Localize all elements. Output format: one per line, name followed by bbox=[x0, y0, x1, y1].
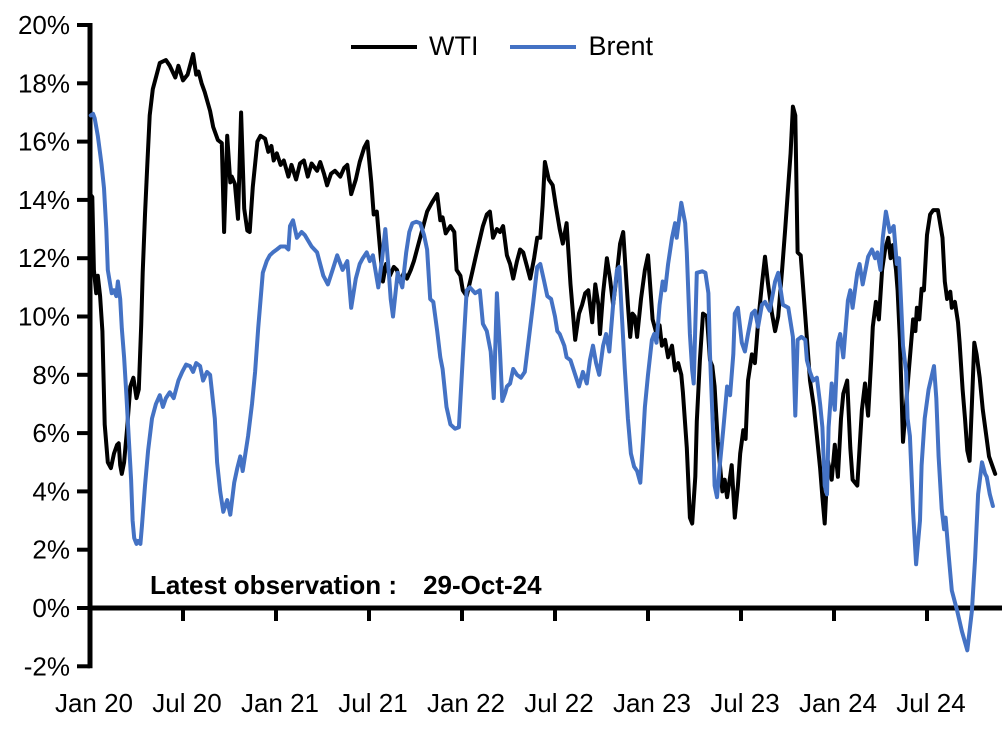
brent-line-swatch bbox=[510, 44, 577, 49]
x-tick-label: Jul 20 bbox=[152, 688, 221, 718]
legend-label-wti: WTI bbox=[428, 31, 479, 61]
y-tick-label: 8% bbox=[32, 360, 70, 390]
legend-item-wti: WTI bbox=[350, 31, 479, 61]
y-tick-label: 18% bbox=[18, 68, 70, 98]
wti-line bbox=[88, 52, 998, 526]
x-tick-label: Jan 23 bbox=[613, 688, 691, 718]
x-tick-label: Jul 21 bbox=[338, 688, 407, 718]
brent-line bbox=[88, 111, 995, 653]
latest-observation-label: Latest observation : bbox=[150, 570, 398, 600]
x-tick-label: Jan 24 bbox=[799, 688, 877, 718]
y-tick-label: 16% bbox=[18, 127, 70, 157]
x-tick-label: Jul 22 bbox=[524, 688, 593, 718]
latest-observation: Latest observation : 29-Oct-24 bbox=[150, 570, 542, 601]
x-tick-label: Jan 20 bbox=[55, 688, 133, 718]
x-tick-label: Jul 24 bbox=[896, 688, 965, 718]
y-tick-label: -2% bbox=[24, 651, 70, 681]
x-tick-label: Jan 21 bbox=[241, 688, 319, 718]
y-tick-label: 12% bbox=[18, 243, 70, 273]
x-tick-label: Jul 23 bbox=[710, 688, 779, 718]
y-tick-label: 4% bbox=[32, 476, 70, 506]
y-tick-label: 20% bbox=[18, 10, 70, 40]
y-tick-label: 0% bbox=[32, 593, 70, 623]
y-tick-label: 6% bbox=[32, 418, 70, 448]
legend-label-brent: Brent bbox=[588, 31, 654, 61]
y-tick-label: 14% bbox=[18, 185, 70, 215]
latest-observation-value: 29-Oct-24 bbox=[423, 570, 542, 600]
y-tick-label: 10% bbox=[18, 302, 70, 332]
wti-line-swatch bbox=[350, 44, 417, 49]
legend: WTI Brent bbox=[0, 33, 1004, 60]
x-tick-label: Jan 22 bbox=[427, 688, 505, 718]
legend-item-brent: Brent bbox=[510, 33, 653, 60]
y-tick-label: 2% bbox=[32, 535, 70, 565]
